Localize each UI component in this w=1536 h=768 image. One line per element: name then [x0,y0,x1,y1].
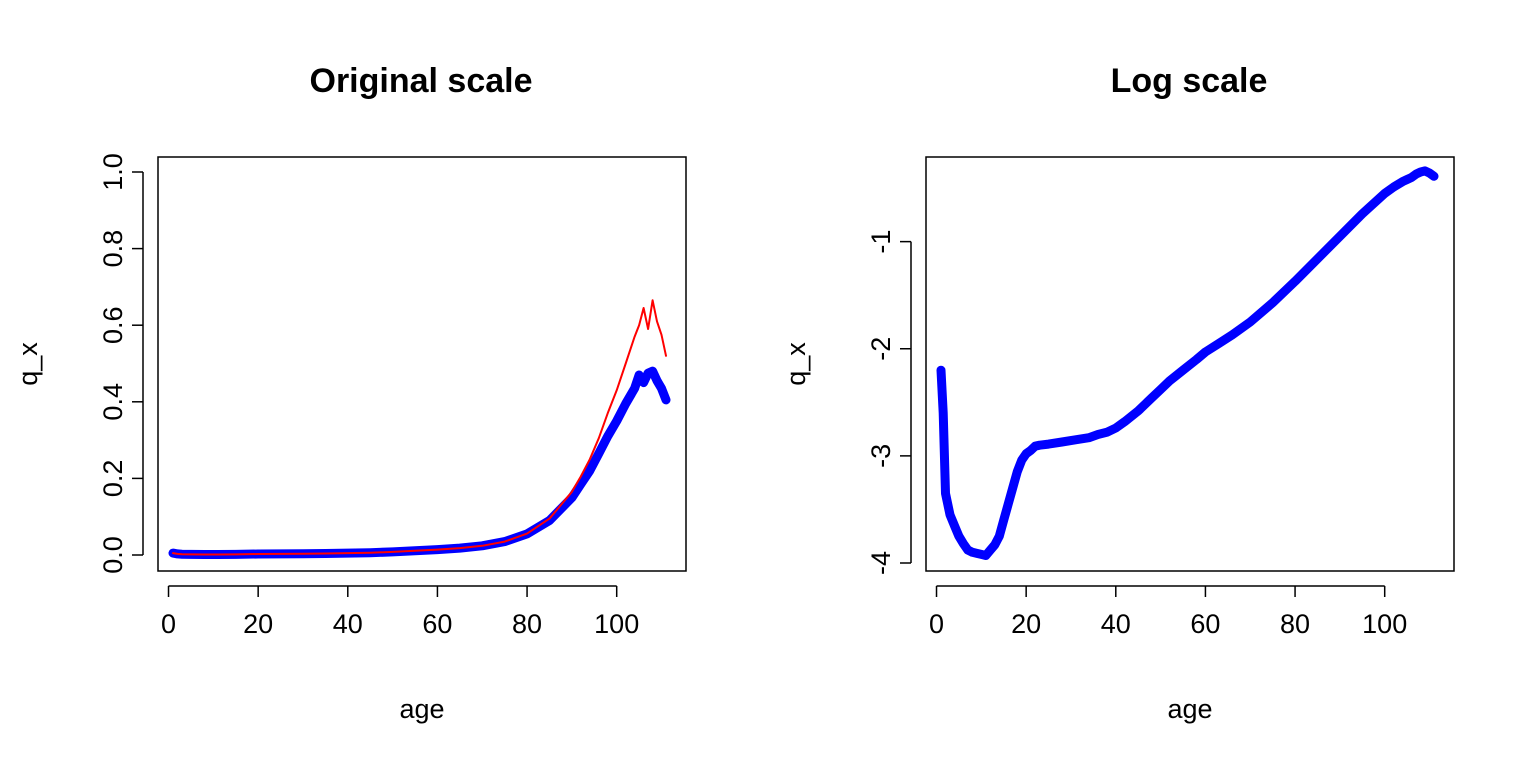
x-tick-label: 20 [1011,609,1041,639]
x-tick-label: 60 [422,609,452,639]
panel-log-scale: Log scale 0 20 40 60 80 100 -4 -3 -2 -1 age q_x [781,62,1455,724]
series-line-0 [936,166,1439,560]
series-line-1 [172,299,667,556]
y-tick-label: -3 [866,444,896,468]
y-axis: 0.0 0.2 0.4 0.6 0.8 1.0 [98,153,144,574]
y-tick-label: 0.8 [98,230,128,268]
chart-title: Original scale [310,62,533,100]
chart-title: Log scale [1111,62,1268,100]
series-line-0 [168,366,671,559]
y-tick-label: -4 [866,551,896,575]
x-axis-label: age [1167,694,1212,724]
y-tick-label: 0.4 [98,383,128,421]
x-tick-label: 20 [243,609,273,639]
y-axis: -4 -3 -2 -1 [866,230,912,575]
y-tick-label: 0.6 [98,306,128,344]
y-axis-label: q_x [13,342,43,386]
y-axis-label: q_x [781,342,811,386]
y-tick-label: 1.0 [98,153,128,191]
plot-frame [925,156,1455,572]
y-tick-label: -2 [866,337,896,361]
series-layer [936,166,1439,560]
y-tick-label: 0.2 [98,460,128,498]
x-tick-label: 80 [1280,609,1310,639]
x-axis: 0 20 40 60 80 100 [161,585,639,639]
x-tick-label: 100 [1362,609,1407,639]
x-axis: 0 20 40 60 80 100 [929,585,1407,639]
series-layer [168,299,671,559]
x-tick-label: 0 [161,609,176,639]
x-tick-label: 40 [333,609,363,639]
x-tick-label: 60 [1190,609,1220,639]
x-tick-label: 100 [594,609,639,639]
y-tick-label: 0.0 [98,536,128,574]
x-axis-label: age [399,694,444,724]
x-tick-label: 80 [512,609,542,639]
x-tick-label: 40 [1101,609,1131,639]
y-tick-label: -1 [866,230,896,254]
panel-original-scale: Original scale 0 20 40 60 80 100 0.0 0.2 0.4 0.6… [13,62,687,724]
plot-frame [157,156,687,572]
x-tick-label: 0 [929,609,944,639]
